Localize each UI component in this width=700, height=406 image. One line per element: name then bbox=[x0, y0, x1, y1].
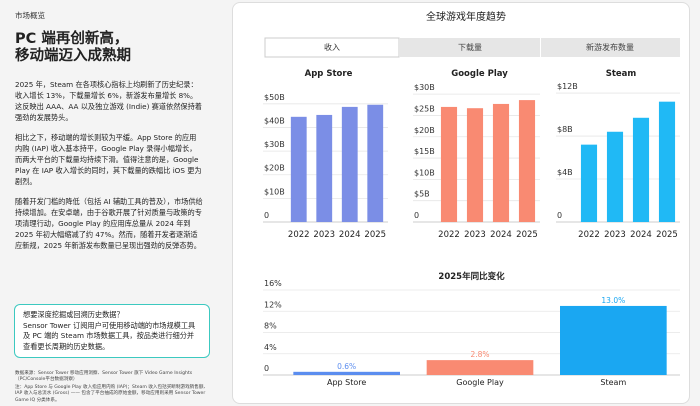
x-tick-label: 2025 bbox=[516, 230, 538, 240]
x-tick-label: App Store bbox=[327, 378, 366, 387]
y-tick-label: 0 bbox=[557, 211, 562, 220]
paragraph: 相比之下，移动端的增长则较为平缓。App Store 的应用内购 (IAP) 收… bbox=[15, 133, 202, 186]
y-tick-label: 8% bbox=[264, 322, 277, 331]
y-tick-label: $30B bbox=[414, 83, 435, 92]
x-tick-label: 2022 bbox=[578, 230, 600, 240]
bar bbox=[580, 144, 598, 222]
y-tick-label: $5B bbox=[414, 190, 430, 199]
bar bbox=[440, 106, 458, 222]
bar bbox=[492, 103, 510, 222]
x-tick-label: 2022 bbox=[288, 230, 310, 240]
tab-label[interactable]: 新游发布数量 bbox=[586, 42, 634, 52]
y-tick-label: 16% bbox=[264, 279, 282, 288]
y-tick-label: 0 bbox=[264, 364, 269, 373]
y-tick-label: $8B bbox=[557, 125, 573, 134]
paragraph: 随着开发门槛的降低（包括 AI 辅助工具的普及），市场供给持续增加。在安卓端，由… bbox=[15, 197, 203, 250]
sidebar: 市场概览 PC 端再创新高， 移动端迈入成熟期 2025 年，Steam 在各项… bbox=[0, 0, 215, 406]
y-tick-label: $25B bbox=[414, 104, 435, 113]
value-label: 2.8% bbox=[470, 350, 489, 359]
x-tick-label: 2023 bbox=[464, 230, 486, 240]
footnote: 注：App Store 与 Google Play 收入指应用内购 (IAP)；… bbox=[15, 384, 209, 403]
x-tick-label: 2025 bbox=[364, 230, 386, 240]
bar bbox=[367, 104, 384, 222]
y-tick-label: 12% bbox=[264, 300, 282, 309]
value-label: 0.6% bbox=[337, 362, 356, 371]
bar bbox=[341, 106, 358, 222]
x-tick-label: Steam bbox=[600, 378, 626, 387]
y-tick-label: 4% bbox=[264, 343, 277, 352]
tab-label[interactable]: 下载量 bbox=[458, 42, 482, 52]
y-tick-label: $40B bbox=[264, 116, 285, 125]
chart-title: App Store bbox=[305, 69, 353, 79]
x-tick-label: Google Play bbox=[456, 378, 504, 387]
footnotes: 数据来源：Sensor Tower 移动应用洞察、Sensor Tower 旗下… bbox=[15, 371, 210, 405]
bar bbox=[290, 116, 307, 222]
bar bbox=[466, 108, 484, 222]
x-tick-label: 2023 bbox=[604, 230, 626, 240]
tab[interactable] bbox=[541, 38, 680, 57]
x-tick-label: 2024 bbox=[630, 230, 652, 240]
x-tick-label: 2024 bbox=[490, 230, 512, 240]
bar bbox=[426, 360, 534, 375]
bar bbox=[606, 131, 624, 222]
y-tick-label: $10B bbox=[414, 168, 435, 177]
bar bbox=[658, 101, 676, 222]
chart-title: Google Play bbox=[451, 69, 508, 79]
tab-label[interactable]: 收入 bbox=[324, 42, 340, 52]
y-tick-label: $20B bbox=[414, 126, 435, 135]
callout-text: Sensor Tower 订阅用户可使用移动端的市场规模工具及 PC 端的 St… bbox=[23, 320, 196, 351]
y-tick-label: $15B bbox=[414, 147, 435, 156]
callout-title: 想要深度挖掘或回溯历史数据？ bbox=[23, 310, 124, 319]
headline-line: 移动端迈入成熟期 bbox=[15, 48, 131, 64]
headline: PC 端再创新高， 移动端迈入成熟期 bbox=[15, 31, 203, 65]
y-tick-label: 0 bbox=[264, 211, 269, 220]
bar bbox=[560, 305, 667, 375]
tab[interactable] bbox=[400, 38, 540, 57]
y-tick-label: 0 bbox=[414, 211, 419, 220]
bar bbox=[632, 117, 650, 222]
bar bbox=[293, 371, 400, 375]
paragraph: 2025 年，Steam 在各项核心指标上均刷新了历史纪录：收入增长 13%，下… bbox=[15, 80, 202, 122]
x-tick-label: 2025 bbox=[656, 230, 678, 240]
callout: 想要深度挖掘或回溯历史数据？ Sensor Tower 订阅用户可使用移动端的市… bbox=[14, 304, 210, 358]
x-tick-label: 2023 bbox=[313, 230, 335, 240]
panel-title: 全球游戏年度趋势 bbox=[426, 10, 506, 23]
value-label: 13.0% bbox=[601, 296, 625, 305]
y-tick-label: $12B bbox=[557, 82, 578, 91]
footnote: 数据来源：Sensor Tower 移动应用洞察、Sensor Tower 旗下… bbox=[15, 371, 193, 383]
tab[interactable] bbox=[264, 37, 400, 58]
y-tick-label: $30B bbox=[264, 140, 285, 149]
bar bbox=[316, 114, 333, 222]
x-tick-label: 2024 bbox=[339, 230, 361, 240]
chart-title: 2025年同比变化 bbox=[438, 271, 505, 282]
section-tag: 市场概览 bbox=[15, 11, 45, 20]
y-tick-label: $10B bbox=[264, 187, 285, 196]
y-tick-label: $4B bbox=[557, 168, 573, 177]
x-tick-label: 2022 bbox=[438, 230, 460, 240]
bar bbox=[518, 100, 536, 222]
chart-title: Steam bbox=[606, 69, 637, 79]
y-tick-label: $20B bbox=[264, 164, 285, 173]
y-tick-label: $50B bbox=[264, 93, 285, 102]
headline-line: PC 端再创新高， bbox=[15, 31, 129, 47]
